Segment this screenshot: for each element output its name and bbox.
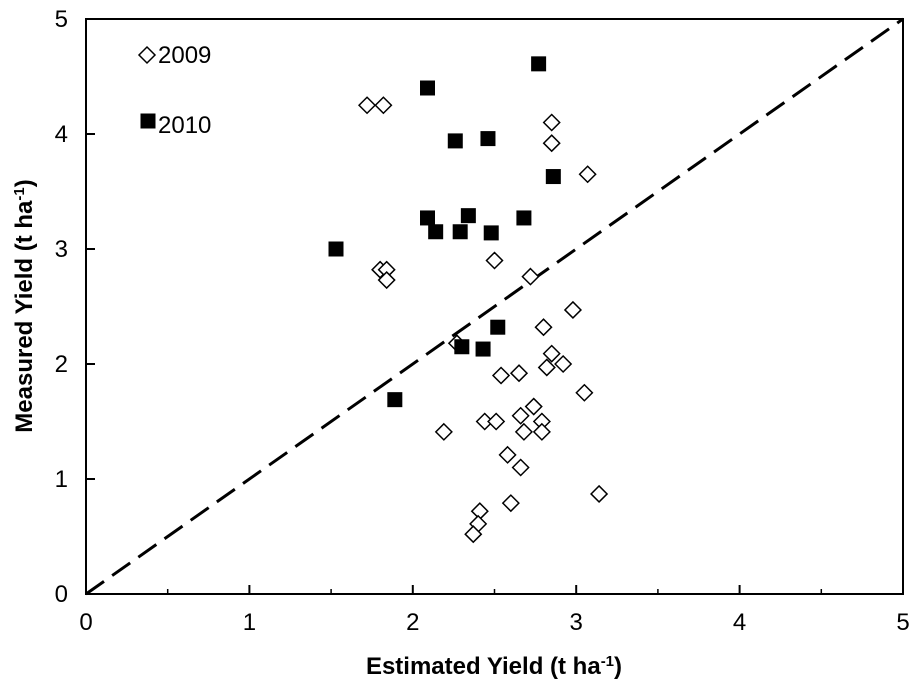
data-point-2010 [531,56,547,72]
x-tick-label: 5 [896,609,909,636]
x-axis-title: Estimated Yield (t ha-1) [366,653,622,681]
x-tick-label: 2 [406,609,419,636]
legend: 2009 2010 [137,42,211,139]
x-tick-label: 0 [79,609,92,636]
data-point-2009 [542,134,561,153]
data-point-2009 [511,406,530,425]
data-point-2009 [498,445,517,464]
data-point-2009 [374,96,393,115]
data-point-2009 [590,484,609,504]
y-tick-label: 4 [55,121,68,148]
data-point-2009 [524,397,543,416]
data-point-2009 [509,364,529,383]
data-point-2009 [542,344,561,363]
data-point-2010 [428,224,444,240]
y-tick-label: 0 [55,581,68,608]
data-point-2009 [491,366,511,385]
data-point-2009 [377,270,396,290]
legend-label-2009: 2009 [158,42,211,69]
y-axis-title: Measured Yield (t ha-1) [11,179,39,432]
y-tick-label: 1 [55,466,68,493]
data-point-2009 [501,494,520,513]
data-point-2010 [460,208,476,224]
data-point-2009 [578,165,597,184]
data-point-2010 [545,169,561,185]
data-point-2010 [480,131,496,147]
data-point-2009 [464,525,483,544]
data-point-2010 [516,210,532,226]
y-tick-label: 5 [55,6,68,33]
legend-label-2010: 2010 [158,112,211,139]
data-point-2009 [575,383,594,402]
data-point-2009 [487,412,506,431]
data-point-2009 [434,422,453,441]
data-point-2010 [475,341,491,357]
data-point-2010 [420,210,436,226]
data-point-2009 [542,113,561,132]
one-to-one-line [85,17,904,596]
data-point-2009 [532,422,551,441]
legend-marker-2010 [140,113,156,129]
data-point-2010 [387,392,403,408]
data-point-2010 [447,133,463,149]
series-2009 [357,96,609,544]
data-point-2009 [514,422,533,441]
x-tick-label: 1 [243,609,256,636]
data-point-2010 [454,339,470,355]
x-tick-label: 3 [570,609,583,636]
data-point-2009 [521,267,540,286]
data-point-2010 [490,319,506,335]
x-tick-label: 4 [733,609,746,636]
data-point-2009 [554,354,573,374]
data-point-2009 [534,318,553,337]
data-point-2009 [357,96,377,115]
data-point-2010 [420,80,436,96]
y-tick-label: 3 [55,236,68,263]
data-point-2010 [483,225,499,241]
data-point-2010 [452,224,468,240]
data-point-2010 [328,241,344,257]
data-point-2009 [563,300,582,320]
series-2010 [328,56,561,408]
data-point-2009 [537,358,556,377]
data-point-2009 [511,458,530,477]
data-point-2009 [485,251,504,270]
y-tick-label: 2 [55,351,68,378]
legend-marker-2009 [137,45,157,65]
